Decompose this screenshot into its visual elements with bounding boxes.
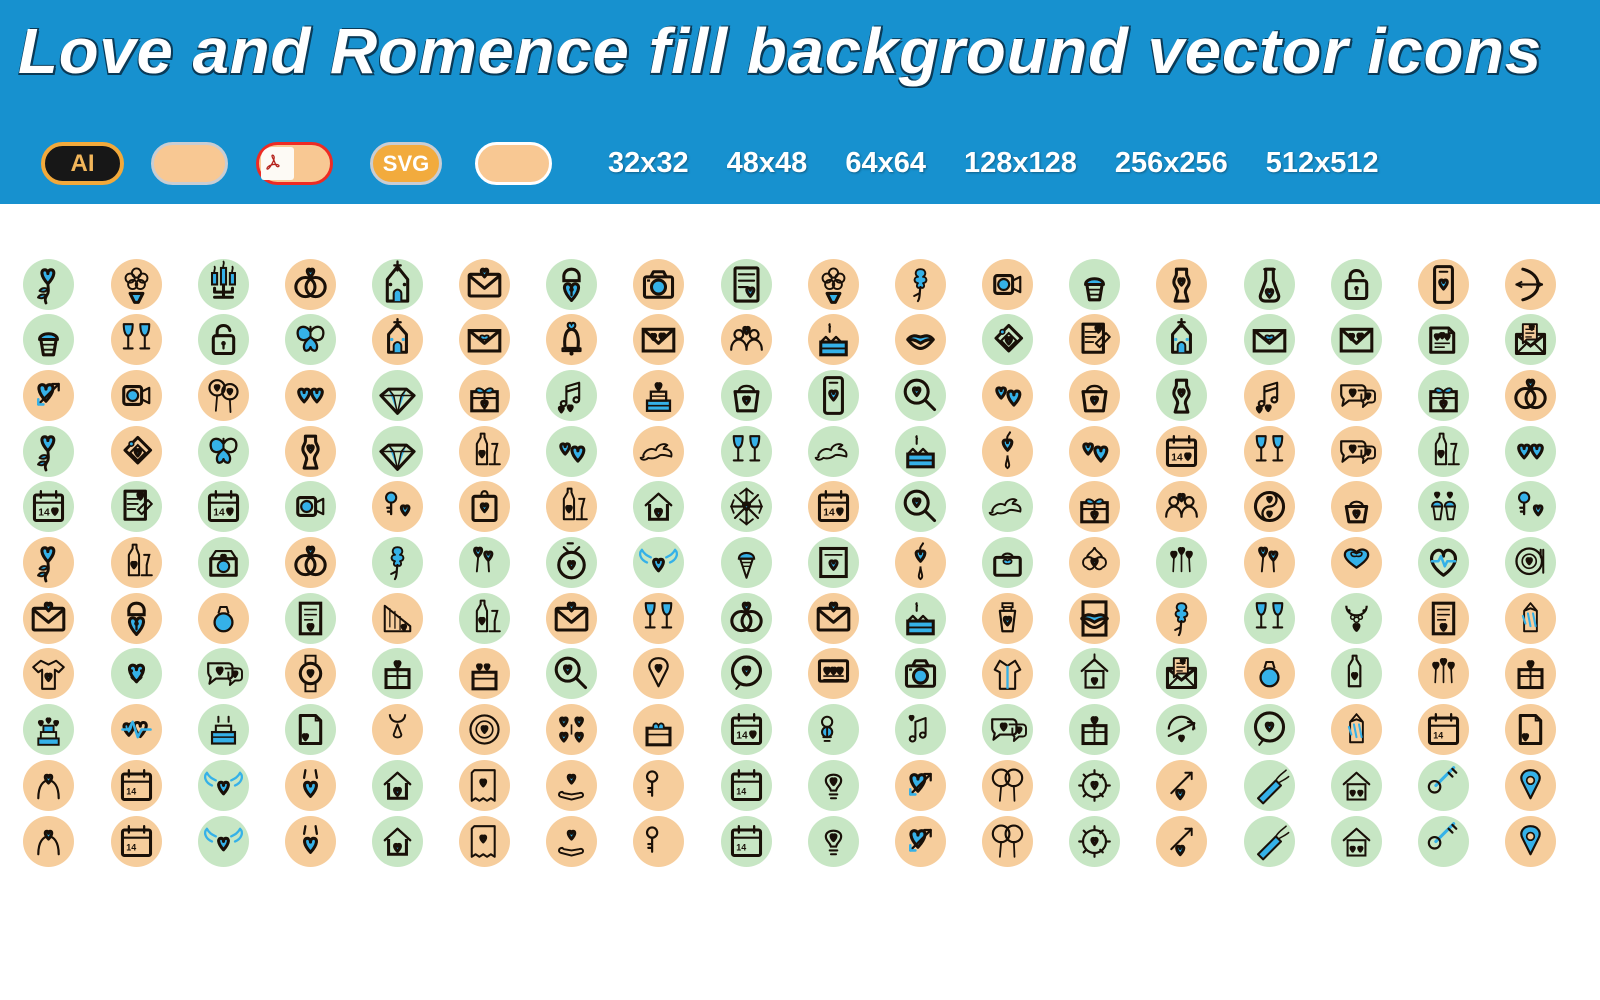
svg-text:14: 14: [126, 842, 136, 852]
svg-text:14: 14: [126, 786, 136, 796]
svg-text:14: 14: [213, 508, 225, 519]
svg-text:14: 14: [1433, 731, 1443, 741]
svg-text:14: 14: [823, 508, 835, 519]
svg-text:14: 14: [736, 786, 746, 796]
svg-text:14: 14: [1172, 452, 1184, 463]
svg-text:14: 14: [736, 731, 748, 742]
svg-text:14: 14: [736, 842, 746, 852]
svg-text:14: 14: [39, 508, 51, 519]
